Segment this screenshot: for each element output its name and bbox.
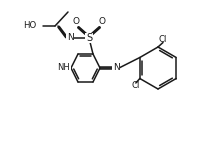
Text: N: N: [67, 33, 73, 42]
Text: O: O: [72, 16, 80, 26]
Text: N: N: [113, 63, 119, 72]
Text: Cl: Cl: [132, 81, 140, 90]
Text: Cl: Cl: [159, 36, 167, 45]
Text: NH: NH: [58, 63, 70, 72]
Text: HO: HO: [23, 21, 36, 30]
Text: O: O: [98, 16, 105, 26]
Text: S: S: [86, 33, 92, 43]
